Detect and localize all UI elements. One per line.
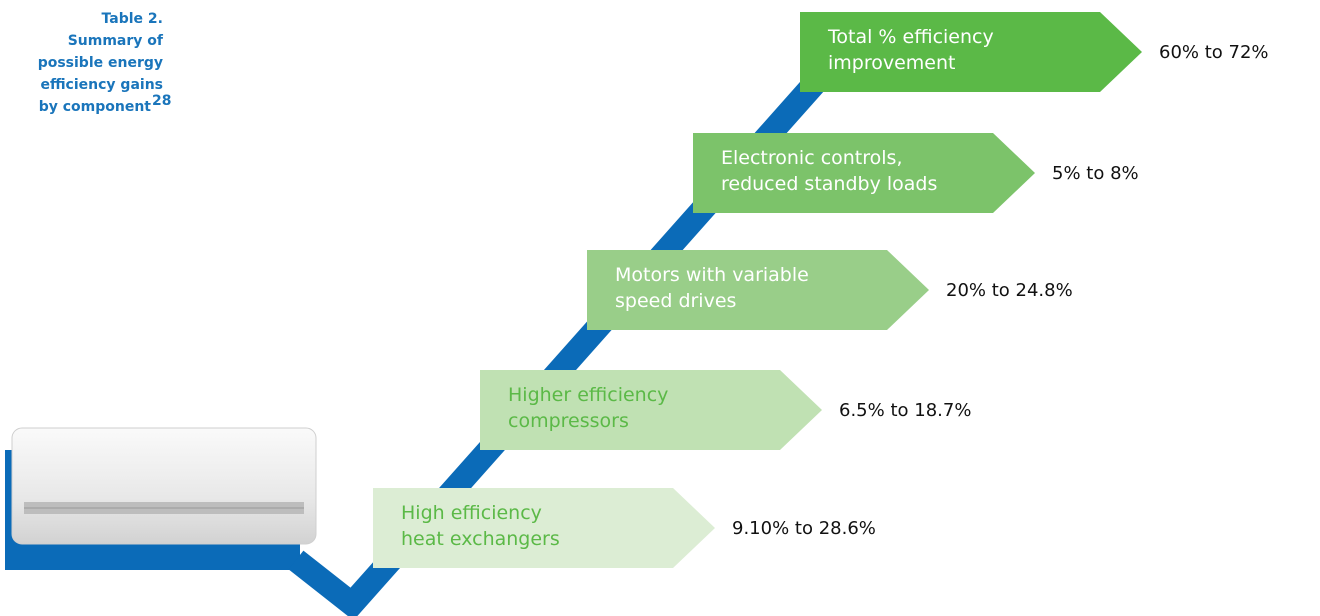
step-label: High efficiency [401,502,542,524]
step-label: compressors [508,410,629,432]
ac-body [12,428,316,544]
caption-line: efficiency gains [40,77,163,93]
step-label: Electronic controls, [721,147,903,169]
step-label: Total % efficiency [827,26,994,48]
step-label: heat exchangers [401,528,560,550]
page: Table 2. Summary of possible energy efficie… [0,0,1320,616]
step-label: speed drives [615,290,736,312]
caption-line: Table 2. [102,11,163,27]
step-gain: 60% to 72% [1159,42,1269,63]
step-label: improvement [828,52,956,74]
step-label: reduced standby loads [721,173,937,195]
footnote-ref: 28 [152,93,171,109]
caption-line: Summary of [68,33,164,49]
step-label: Motors with variable [615,264,809,286]
step-gain: 20% to 24.8% [946,280,1073,301]
step-gain: 9.10% to 28.6% [732,518,876,539]
step-gain: 5% to 8% [1052,163,1139,184]
diagram: Table 2. Summary of possible energy efficie… [0,0,1320,616]
caption-line: by component [39,99,152,115]
step-label: Higher efficiency [508,384,668,406]
steps: Total % efficiency improvement 60% to 72% E… [373,12,1269,568]
caption-line: possible energy [38,55,163,71]
air-conditioner [12,428,316,544]
caption: Table 2. Summary of possible energy efficie… [38,11,172,115]
step-gain: 6.5% to 18.7% [839,400,971,421]
